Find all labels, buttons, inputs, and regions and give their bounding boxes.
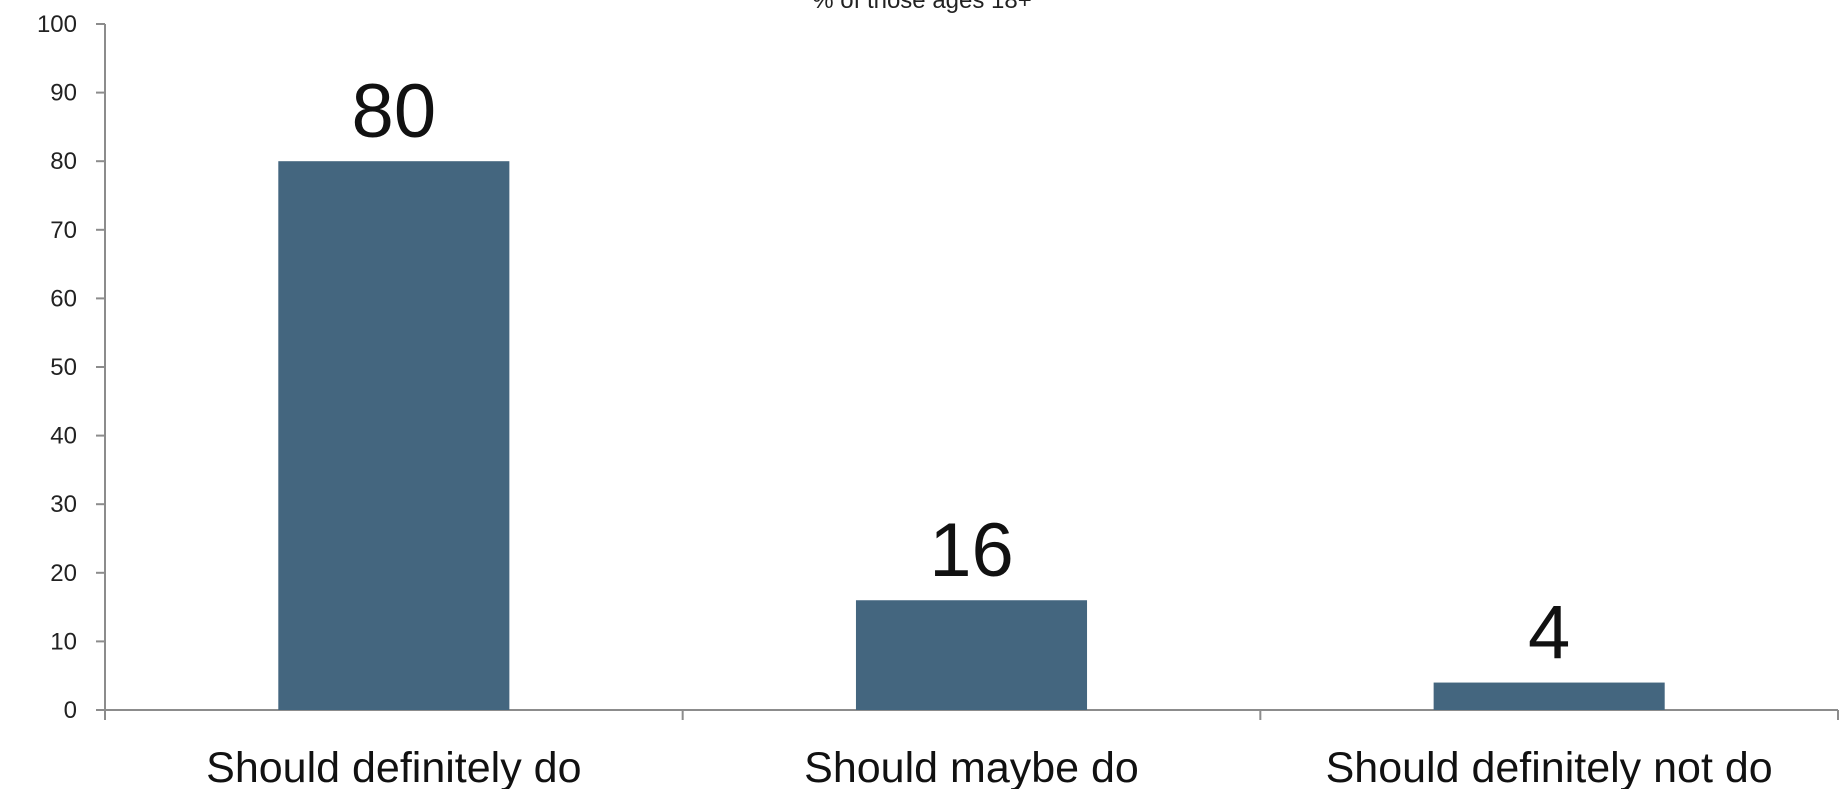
y-tick-label: 100 <box>37 11 77 38</box>
y-tick-label: 50 <box>50 354 77 381</box>
y-tick-label: 80 <box>50 148 77 175</box>
chart-subtitle: % of those ages 18+ <box>812 0 1032 14</box>
y-tick-label: 30 <box>50 491 77 518</box>
data-label-2: 16 <box>929 508 1014 593</box>
y-tick-label: 10 <box>50 628 77 655</box>
y-tick-label: 90 <box>50 80 77 107</box>
x-axis: Should definitely do Should maybe do Shoul… <box>105 710 1838 789</box>
bars <box>278 161 1664 710</box>
bar-3 <box>1434 683 1665 710</box>
bar-1 <box>278 161 509 710</box>
bar-2 <box>856 600 1087 710</box>
category-label-2: Should maybe do <box>804 744 1139 789</box>
y-tick-label: 0 <box>64 697 77 724</box>
data-labels: 80 16 4 <box>352 69 1571 675</box>
data-label-3: 4 <box>1528 591 1570 676</box>
y-tick-label: 20 <box>50 560 77 587</box>
category-label-3: Should definitely not do <box>1326 744 1773 789</box>
data-label-1: 80 <box>352 69 437 154</box>
y-axis: 0 10 20 30 40 50 60 70 80 90 100 <box>37 11 105 724</box>
y-tick-label: 70 <box>50 217 77 244</box>
y-tick-label: 60 <box>50 285 77 312</box>
category-label-1: Should definitely do <box>206 744 581 789</box>
y-tick-label: 40 <box>50 423 77 450</box>
